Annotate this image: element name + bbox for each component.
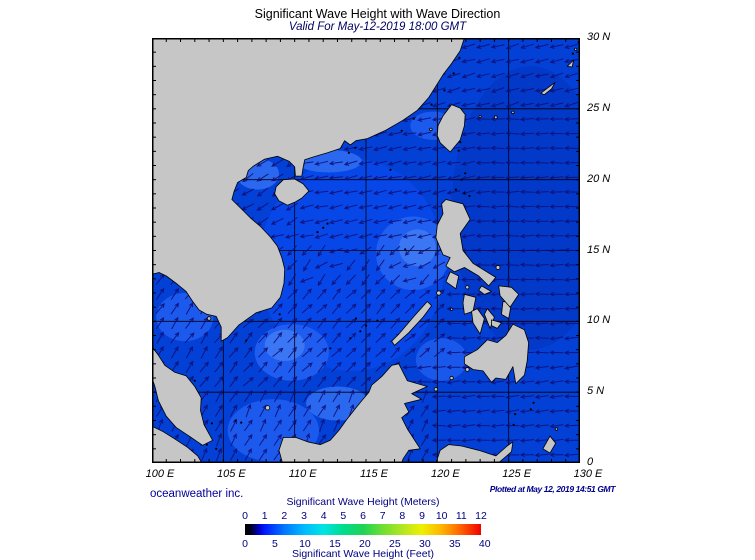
islet xyxy=(574,47,578,51)
land-palawan xyxy=(391,301,432,346)
map-layers xyxy=(152,38,580,463)
feet-tick: 15 xyxy=(329,538,341,550)
lat-label: 30 N xyxy=(587,31,611,43)
lon-label: 100 E xyxy=(145,468,175,480)
wave-height-patch xyxy=(415,338,468,381)
page-title: Significant Wave Height with Wave Direct… xyxy=(254,7,501,21)
lon-label: 105 E xyxy=(216,468,246,480)
lon-label: 130 E xyxy=(573,468,603,480)
meters-tick: 0 xyxy=(242,510,248,522)
islet xyxy=(433,387,438,392)
land-taiwan xyxy=(436,104,466,153)
land-luzon xyxy=(435,199,497,287)
feet-tick: 35 xyxy=(448,538,461,550)
small-islands xyxy=(193,52,574,450)
land-borneo xyxy=(278,363,428,463)
meters-tick: 3 xyxy=(301,510,307,522)
land-panay xyxy=(462,294,477,315)
landmasses xyxy=(152,38,580,463)
lat-label: 0 xyxy=(587,456,594,468)
islet xyxy=(265,405,271,411)
islet xyxy=(493,115,498,120)
islet xyxy=(464,367,470,372)
land-okinawa xyxy=(540,82,556,96)
legend-meters-title: Significant Wave Height (Meters) xyxy=(286,496,440,508)
feet-tick: 5 xyxy=(272,538,278,550)
land-bohol xyxy=(491,319,502,329)
wave-height-patch xyxy=(398,229,436,267)
islet xyxy=(554,427,559,431)
meters-tick: 8 xyxy=(399,510,406,522)
meters-tick: 9 xyxy=(419,510,425,522)
islet xyxy=(449,375,454,381)
meters-tick: 5 xyxy=(340,510,347,522)
wave-height-patch xyxy=(264,329,305,361)
land-amami xyxy=(566,59,574,68)
meters-tick: 12 xyxy=(475,510,487,522)
meters-tick: 1 xyxy=(261,510,268,522)
meters-tick: 4 xyxy=(320,510,327,522)
lat-label: 20 N xyxy=(587,172,611,185)
lat-label: 15 N xyxy=(587,243,611,256)
islet xyxy=(495,265,501,270)
islet xyxy=(436,290,442,296)
land-mainland-asia xyxy=(152,38,465,342)
land-negros xyxy=(471,308,485,335)
feet-tick: 20 xyxy=(359,538,371,550)
islet xyxy=(511,110,515,115)
map-svg xyxy=(152,38,580,463)
map xyxy=(152,38,580,463)
feet-tick: 0 xyxy=(242,538,248,550)
land-hainan xyxy=(274,178,310,206)
feet-tick: 25 xyxy=(389,538,401,550)
meters-tick: 10 xyxy=(435,510,448,522)
islet xyxy=(478,115,482,119)
lon-label: 115 E xyxy=(360,468,388,480)
feet-tick: 10 xyxy=(299,538,311,550)
meters-tick: 11 xyxy=(455,510,467,522)
lat-label: 10 N xyxy=(587,314,611,327)
lon-label: 120 E xyxy=(430,468,460,480)
land-malay-peninsula xyxy=(152,346,213,446)
islet xyxy=(429,127,433,132)
land-samar xyxy=(498,285,520,308)
islet xyxy=(465,285,470,290)
meters-tick: 7 xyxy=(379,510,386,522)
land-mindoro xyxy=(445,271,460,290)
lon-label: 125 E xyxy=(502,468,532,480)
valid-time-subtitle: Valid For May-12-2019 18:00 GMT xyxy=(288,21,467,33)
land-masbate xyxy=(478,285,492,295)
credit-text: oceanweather inc. xyxy=(150,488,244,500)
meters-tick: 2 xyxy=(281,510,288,522)
wave-height-colorbar xyxy=(245,524,481,535)
feet-tick: 40 xyxy=(478,538,491,550)
map-border xyxy=(152,38,580,463)
feet-tick: 30 xyxy=(418,538,431,550)
land-halmahera xyxy=(542,435,557,454)
lat-label: 25 N xyxy=(587,101,611,114)
meters-tick: 6 xyxy=(360,510,366,522)
lat-label: 5 N xyxy=(587,385,605,398)
legend-feet-title: Significant Wave Height (Feet) xyxy=(291,548,434,560)
lon-label: 110 E xyxy=(288,468,317,480)
plotted-timestamp: Plotted at May 12, 2019 14:51 GMT xyxy=(489,484,616,494)
land-mindanao xyxy=(464,323,529,385)
islet xyxy=(206,316,212,321)
islet xyxy=(449,307,454,311)
